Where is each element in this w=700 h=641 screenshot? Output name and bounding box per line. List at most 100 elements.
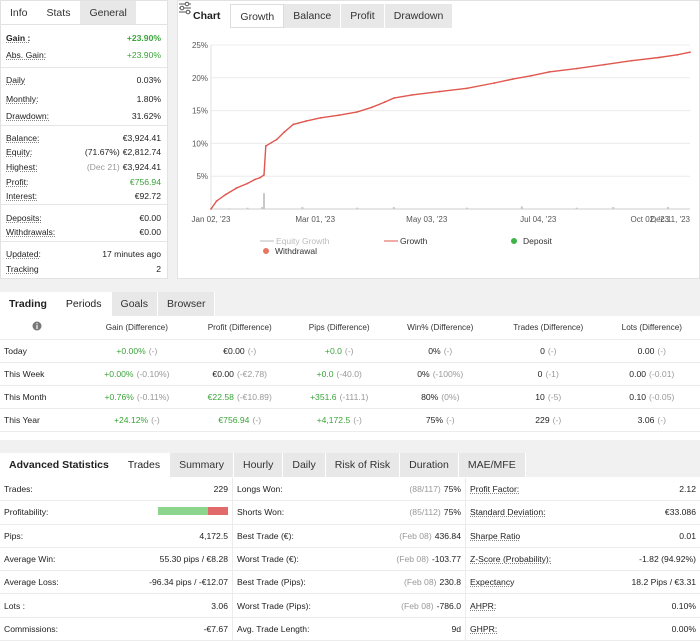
info-value-wrap: 31.62%: [132, 110, 161, 122]
stat-value-wrap: (88/117) 75%: [409, 484, 461, 494]
tab-info[interactable]: Info: [1, 1, 38, 24]
tab-adv-4[interactable]: Daily: [283, 453, 326, 477]
tab-periods[interactable]: Periods: [56, 292, 112, 316]
stat-label: Z-Score (Probability):: [470, 554, 552, 565]
growth-point: [689, 51, 691, 54]
advanced-stats-panel: Advanced Statistics Trades Summary Hourly Da…: [0, 453, 700, 641]
tab-stats[interactable]: Stats: [37, 1, 81, 24]
info-separator: [1, 204, 167, 205]
growth-point: [283, 131, 286, 134]
tab-adv-3[interactable]: Hourly: [234, 453, 284, 477]
table-row: Today +0.00% (-) €0.00 (-) +0.0 (-) 0% (-) 0 (-) 0.…: [0, 339, 700, 363]
info-icon[interactable]: [32, 321, 42, 331]
tab-adv-7[interactable]: MAE/MFE: [458, 453, 526, 477]
profit-diff: (-): [252, 414, 262, 425]
legend-equity-label[interactable]: Equity Growth: [276, 236, 330, 246]
stat-label: Worst Trade (€):: [237, 554, 299, 565]
win-cell: 0% (-100%): [387, 362, 493, 386]
chart-panel: 5% 10% 15% 20% 25% Jan 02, '23 Mar 01, '23 May …: [177, 0, 700, 279]
stat-label: Sharpe Ratio: [470, 530, 521, 541]
win-diff: (-): [443, 345, 453, 356]
profit-cell: €0.00 (-€2.78): [188, 362, 291, 386]
tab-trading[interactable]: Trading: [0, 292, 57, 316]
stat-value: -103.77: [431, 554, 461, 565]
tab-adv-6[interactable]: Duration: [400, 453, 459, 477]
tab-adv-5[interactable]: Risk of Risk: [325, 453, 401, 477]
stat-note: (Feb 08): [404, 577, 437, 588]
info-row: Updated: 17 minutes ago: [6, 248, 161, 260]
stat-value: 55.30 pips / €8.28: [159, 554, 228, 565]
trades-diff: (-): [552, 414, 562, 425]
stat-row: Sharpe Ratio 0.01: [465, 524, 700, 548]
stat-label: Standard Deviation:: [470, 507, 546, 518]
stat-value-wrap: 0.01: [679, 531, 696, 541]
x-tick-label: Jan 02, '23: [192, 215, 231, 224]
column-header[interactable]: Win% (Difference): [387, 316, 493, 340]
info-value: 1.80%: [136, 94, 161, 104]
growth-point: [411, 93, 414, 96]
growth-point: [575, 67, 578, 70]
tab-balance[interactable]: Balance: [284, 4, 342, 28]
legend-deposit-label[interactable]: Deposit: [523, 236, 552, 246]
info-value: €0.00: [139, 227, 161, 237]
gain-value: +24.12%: [113, 414, 149, 425]
stat-value: -1.82 (94.92%): [639, 554, 696, 565]
period-label: This Year: [0, 408, 85, 432]
volume-bar: [261, 207, 264, 209]
table-header-row: Gain (Difference) Profit (Difference) Pips…: [0, 316, 700, 340]
stat-row: Z-Score (Probability): -1.82 (94.92%): [465, 547, 700, 572]
stat-row: Longs Won: (88/117) 75%: [232, 478, 465, 502]
tab-growth[interactable]: Growth: [230, 4, 285, 28]
lots-value: 0.00: [637, 345, 655, 356]
stat-value: -786.0: [436, 600, 461, 611]
stat-value-wrap: 0.10%: [672, 601, 696, 611]
trades-cell: 10 (-5): [492, 385, 604, 409]
sliders-icon[interactable]: [178, 1, 192, 15]
trades-cell: 0 (-): [492, 339, 604, 363]
info-row: Gain : +23.90%: [6, 32, 161, 44]
column-header[interactable]: Profit (Difference): [188, 316, 291, 340]
column-header[interactable]: Gain (Difference): [85, 316, 189, 340]
column-header[interactable]: Pips (Difference): [290, 316, 388, 340]
win-value: 80%: [421, 391, 439, 402]
tab-adv-1[interactable]: Trades: [118, 453, 171, 477]
info-row: Withdrawals: €0.00: [6, 226, 161, 238]
info-value-wrap: 17 minutes ago: [102, 248, 161, 260]
info-value-wrap: (Dec 21) €3,924.41: [87, 161, 161, 173]
info-value: +23.90%: [126, 50, 161, 60]
profit-diff: (-€2.78): [236, 368, 268, 379]
column-header[interactable]: Trades (Difference): [492, 316, 604, 340]
stat-row: Commissions: -€7.67: [0, 618, 232, 641]
info-label: Abs. Gain:: [6, 50, 47, 60]
stat-row: Profitability:: [0, 501, 232, 525]
column-header[interactable]: Lots (Difference): [603, 316, 700, 340]
tab-adv-2[interactable]: Summary: [170, 453, 235, 477]
stat-value-wrap: 2.12: [679, 484, 696, 494]
tab-goals[interactable]: Goals: [111, 292, 158, 316]
stat-note: (88/117): [409, 484, 441, 495]
tab-browser[interactable]: Browser: [157, 292, 216, 316]
stat-value-wrap: 4,172.5: [199, 531, 228, 541]
stat-row: Pips: 4,172.5: [0, 525, 232, 548]
stat-value: 0.10%: [671, 600, 696, 611]
tab-general[interactable]: General: [80, 1, 137, 24]
stat-label: Profitability:: [4, 507, 49, 518]
growth-point: [224, 193, 227, 196]
tab-drawdown[interactable]: Drawdown: [384, 4, 454, 28]
info-label: Equity:: [6, 147, 33, 157]
tab-profit[interactable]: Profit: [341, 4, 385, 28]
tab-adv-0[interactable]: Advanced Statistics: [0, 453, 119, 477]
profit-cell: €756.94 (-): [188, 408, 291, 432]
volume-bar: [612, 207, 615, 209]
stat-value-wrap: 229: [214, 484, 228, 494]
legend-growth-label[interactable]: Growth: [400, 236, 428, 246]
tab-chart[interactable]: Chart: [184, 4, 231, 28]
legend-withdrawal-label[interactable]: Withdrawal: [275, 246, 317, 256]
info-label: Updated:: [6, 249, 41, 259]
stat-note: (Feb 08): [401, 600, 434, 611]
lots-cell: 0.00 (-0.01): [603, 362, 700, 386]
growth-point: [676, 53, 679, 56]
gain-diff: (-0.10%): [136, 368, 170, 379]
growth-point: [246, 182, 249, 185]
x-tick-label: Dec 11, '23: [650, 215, 690, 224]
